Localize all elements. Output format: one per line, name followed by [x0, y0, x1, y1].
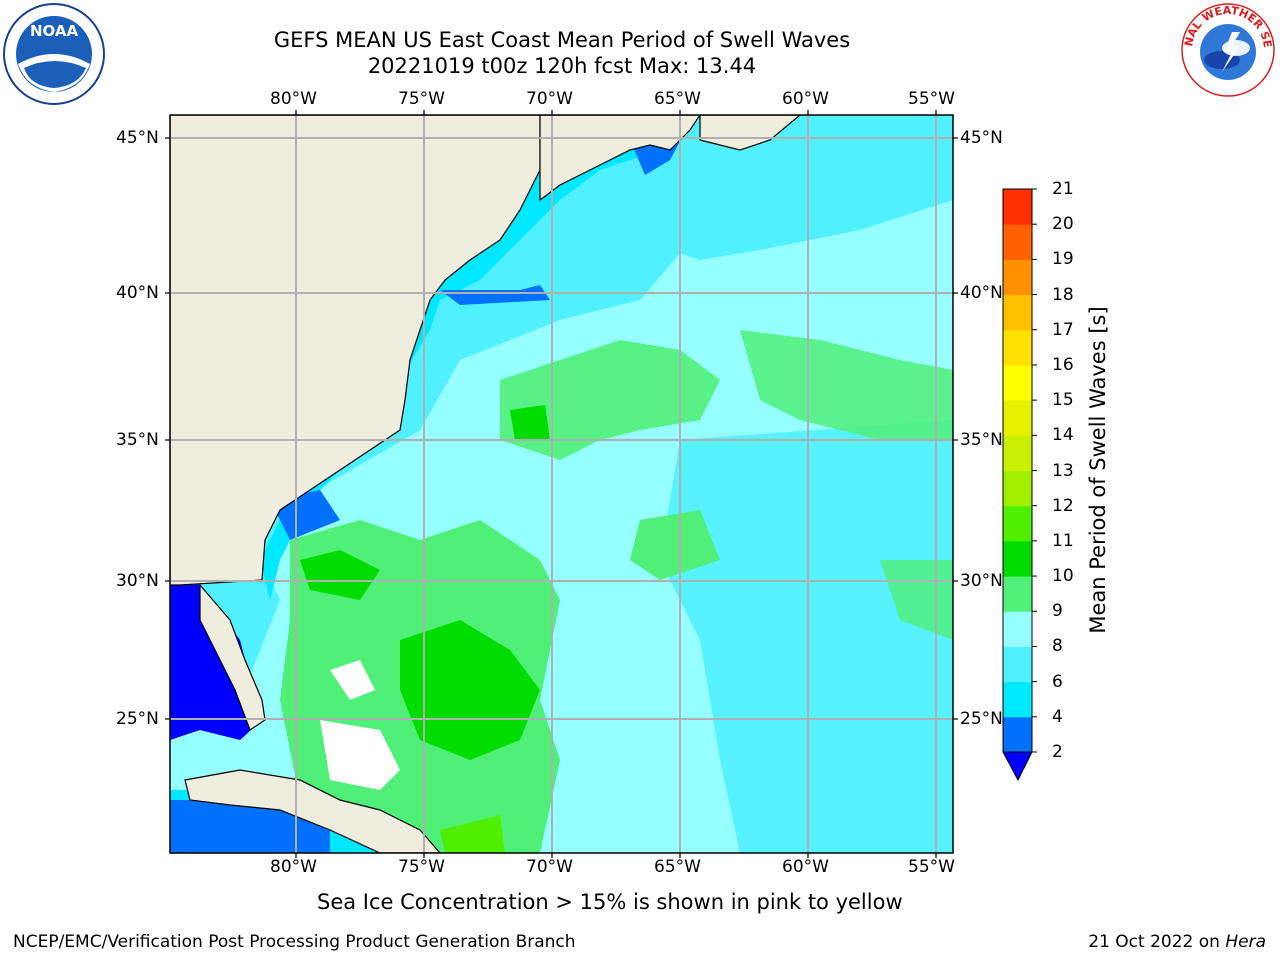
chart-subtitle: 20221019 t00z 120h fcst Max: 13.44	[367, 54, 757, 78]
colorbar-segment	[1003, 224, 1032, 260]
map-frame	[169, 114, 954, 854]
footer-date: 21 Oct 2022 on Hera	[1088, 932, 1266, 952]
lat-tick-right-25n: 25°N	[960, 709, 1003, 729]
colorbar-segment	[1003, 681, 1032, 718]
colorbar-label: Mean Period of Swell Waves [s]	[1086, 306, 1110, 634]
colorbar-tick-label: 4	[1052, 706, 1063, 727]
lon-tick-bottom-55w: 55°W	[908, 857, 955, 877]
lon-tick-top-75w: 75°W	[398, 89, 445, 109]
lon-tick-top-55w: 55°W	[908, 89, 955, 109]
colorbar-tick-label: 18	[1052, 284, 1074, 305]
colorbar-tick-label: 6	[1052, 671, 1063, 692]
lon-tick-top-65w: 65°W	[654, 89, 701, 109]
colorbar-tick-label: 15	[1052, 390, 1074, 411]
lon-tick-top-60w: 60°W	[782, 89, 829, 109]
band-9-10-east	[740, 330, 953, 440]
colorbar-segment	[1003, 329, 1032, 366]
colorbar-segment	[1003, 646, 1032, 683]
bahamas-mask	[320, 660, 400, 790]
colorbar-segment	[1003, 435, 1032, 471]
lat-tick-right-30n: 30°N	[960, 571, 1003, 591]
footer-machine: Hera	[1225, 932, 1266, 952]
lat-tick-right-40n: 40°N	[960, 283, 1003, 303]
band-10-11-b	[510, 405, 550, 440]
colorbar-segment	[1003, 716, 1032, 753]
lon-tick-bottom-60w: 60°W	[782, 857, 829, 877]
colorbar-tick-label: 14	[1052, 425, 1074, 446]
colorbar-segment	[1003, 364, 1032, 401]
colorbar-segment	[1003, 611, 1032, 647]
lat-tick-left-25n: 25°N	[116, 709, 159, 729]
land-cuba	[184, 769, 441, 853]
lon-tick-bottom-75w: 75°W	[398, 857, 445, 877]
footer-date-text: 21 Oct 2022 on	[1088, 932, 1226, 952]
colorbar-tick-label: 13	[1052, 460, 1074, 481]
lat-tick-left-40n: 40°N	[116, 283, 159, 303]
lat-tick-left-35n: 35°N	[116, 430, 159, 450]
band-9-10-mid	[500, 340, 720, 460]
colorbar-extend-arrow	[1002, 751, 1033, 782]
colorbar-tick-label: 17	[1052, 319, 1074, 340]
band-11-12	[440, 815, 505, 853]
chart-title: GEFS MEAN US East Coast Mean Period of S…	[273, 28, 851, 52]
lon-tick-bottom-80w: 80°W	[270, 857, 317, 877]
map-field	[170, 115, 953, 853]
map-tick-marks	[165, 110, 958, 858]
colorbar-tick-label: 8	[1052, 636, 1063, 657]
colorbar-segment	[1003, 505, 1032, 542]
colorbar-segment	[1003, 470, 1032, 507]
colorbar-segment	[1003, 189, 1032, 225]
colorbar-segment	[1003, 576, 1032, 612]
map-gridlines	[170, 115, 953, 853]
lat-tick-right-35n: 35°N	[960, 430, 1003, 450]
band-10-11-core	[400, 620, 540, 760]
noaa-logo: NOAA	[3, 3, 105, 105]
colorbar-tick-label: 11	[1052, 530, 1074, 551]
lon-tick-top-70w: 70°W	[526, 89, 573, 109]
nws-logo: NATIONAL WEATHER SERVICE	[1178, 2, 1275, 97]
footer-credit: NCEP/EMC/Verification Post Processing Pr…	[13, 932, 576, 952]
band-2-4-longisland	[440, 285, 550, 305]
band-9-10-patch	[630, 510, 720, 580]
land-maritimes	[539, 115, 701, 202]
colorbar-tick-label: 9	[1052, 601, 1063, 622]
colorbar-tick-label: 16	[1052, 354, 1074, 375]
land-north-america	[170, 115, 541, 586]
colorbar-tick-label: 20	[1052, 214, 1074, 235]
colorbar-tick-label: 21	[1052, 179, 1074, 199]
colorbar-segment	[1003, 259, 1032, 296]
colorbar-segment	[1003, 540, 1032, 577]
sea-ice-note: Sea Ice Concentration > 15% is shown in …	[317, 890, 903, 914]
colorbar-tick-label: 2	[1052, 742, 1063, 762]
lon-tick-bottom-70w: 70°W	[526, 857, 573, 877]
colorbar-tick-label: 10	[1052, 566, 1074, 587]
lat-tick-left-45n: 45°N	[116, 128, 159, 148]
colorbar-tick-label: 12	[1052, 495, 1074, 516]
land-florida	[199, 583, 266, 731]
colorbar	[1002, 188, 1037, 753]
lon-tick-bottom-65w: 65°W	[654, 857, 701, 877]
lat-tick-left-30n: 30°N	[116, 571, 159, 591]
band-6-8-east	[660, 420, 953, 853]
land-nova-scotia	[699, 115, 801, 151]
lon-tick-top-80w: 80°W	[270, 89, 317, 109]
noaa-logo-text: NOAA	[30, 22, 79, 40]
lat-tick-right-45n: 45°N	[960, 128, 1003, 148]
band-10-11-a	[300, 550, 380, 600]
colorbar-segment	[1003, 400, 1032, 436]
colorbar-segment	[1003, 294, 1032, 331]
colorbar-tick-label: 19	[1052, 249, 1074, 270]
